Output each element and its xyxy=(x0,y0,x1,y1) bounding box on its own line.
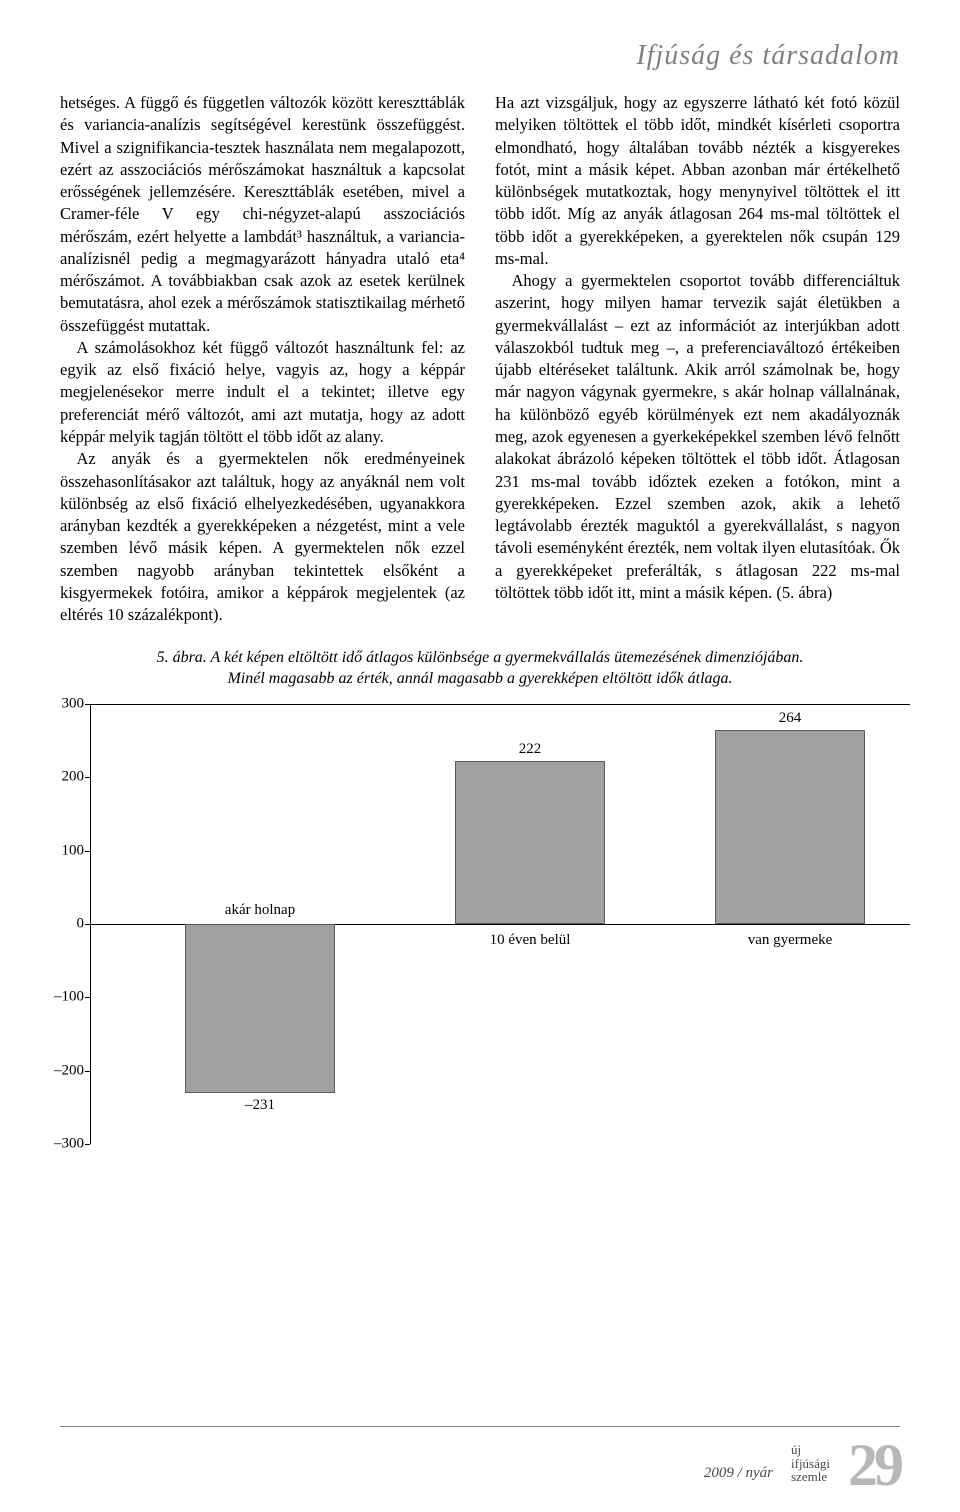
chart-container: 3002001000–100–200–300–231akár holnap222… xyxy=(90,704,880,1144)
category-label: van gyermeke xyxy=(748,932,833,949)
footer-mag-line: szemle xyxy=(791,1470,830,1484)
section-header: Ifjúság és társadalom xyxy=(60,40,900,72)
y-tick-mark xyxy=(85,777,90,778)
y-tick-label: –200 xyxy=(40,1062,84,1079)
y-tick-label: 100 xyxy=(40,842,84,859)
body-para: Ahogy a gyermektelen csoportot tovább di… xyxy=(495,270,900,604)
body-para: Ha azt vizsgáljuk, hogy az egyszerre lát… xyxy=(495,92,900,270)
y-tick-label: 200 xyxy=(40,769,84,786)
bar-chart: 3002001000–100–200–300–231akár holnap222… xyxy=(90,704,910,1144)
bar xyxy=(185,924,335,1093)
y-tick-mark xyxy=(85,851,90,852)
y-tick-label: –300 xyxy=(40,1135,84,1152)
right-column: Ha azt vizsgáljuk, hogy az egyszerre lát… xyxy=(495,92,900,626)
footer-magazine: új ifjúsági szemle xyxy=(791,1443,830,1492)
y-tick-mark xyxy=(85,1071,90,1072)
body-para: Az anyák és a gyermektelen nők eredménye… xyxy=(60,448,465,626)
page-number: 29 xyxy=(848,1438,900,1492)
bar-value-label: –231 xyxy=(245,1097,275,1114)
y-tick-label: 300 xyxy=(40,695,84,712)
y-tick-mark xyxy=(85,997,90,998)
footer-mag-line: ifjúsági xyxy=(791,1457,830,1471)
top-line xyxy=(90,704,910,705)
left-column: hetséges. A függő és független változók … xyxy=(60,92,465,626)
category-label: akár holnap xyxy=(225,902,295,919)
footer-date: 2009 / nyár xyxy=(704,1465,773,1492)
bar xyxy=(455,761,605,924)
body-columns: hetséges. A függő és független változók … xyxy=(60,92,900,626)
bar-value-label: 264 xyxy=(779,710,802,727)
caption-line: Minél magasabb az érték, annál magasabb … xyxy=(227,670,732,687)
y-tick-mark xyxy=(85,1144,90,1145)
caption-line: 5. ábra. A két képen eltöltött idő átlag… xyxy=(157,649,804,666)
category-label: 10 éven belül xyxy=(490,932,571,949)
body-para: hetséges. A függő és független változók … xyxy=(60,92,465,337)
figure-caption: 5. ábra. A két képen eltöltött idő átlag… xyxy=(60,648,900,690)
y-tick-label: 0 xyxy=(40,915,84,932)
bar-value-label: 222 xyxy=(519,741,542,758)
y-tick-label: –100 xyxy=(40,989,84,1006)
footer-mag-line: új xyxy=(791,1443,830,1457)
body-para: A számolásokhoz két függő változót haszn… xyxy=(60,337,465,448)
page-footer: 2009 / nyár új ifjúsági szemle 29 xyxy=(704,1438,900,1492)
footer-rule xyxy=(60,1426,900,1427)
bar xyxy=(715,730,865,924)
